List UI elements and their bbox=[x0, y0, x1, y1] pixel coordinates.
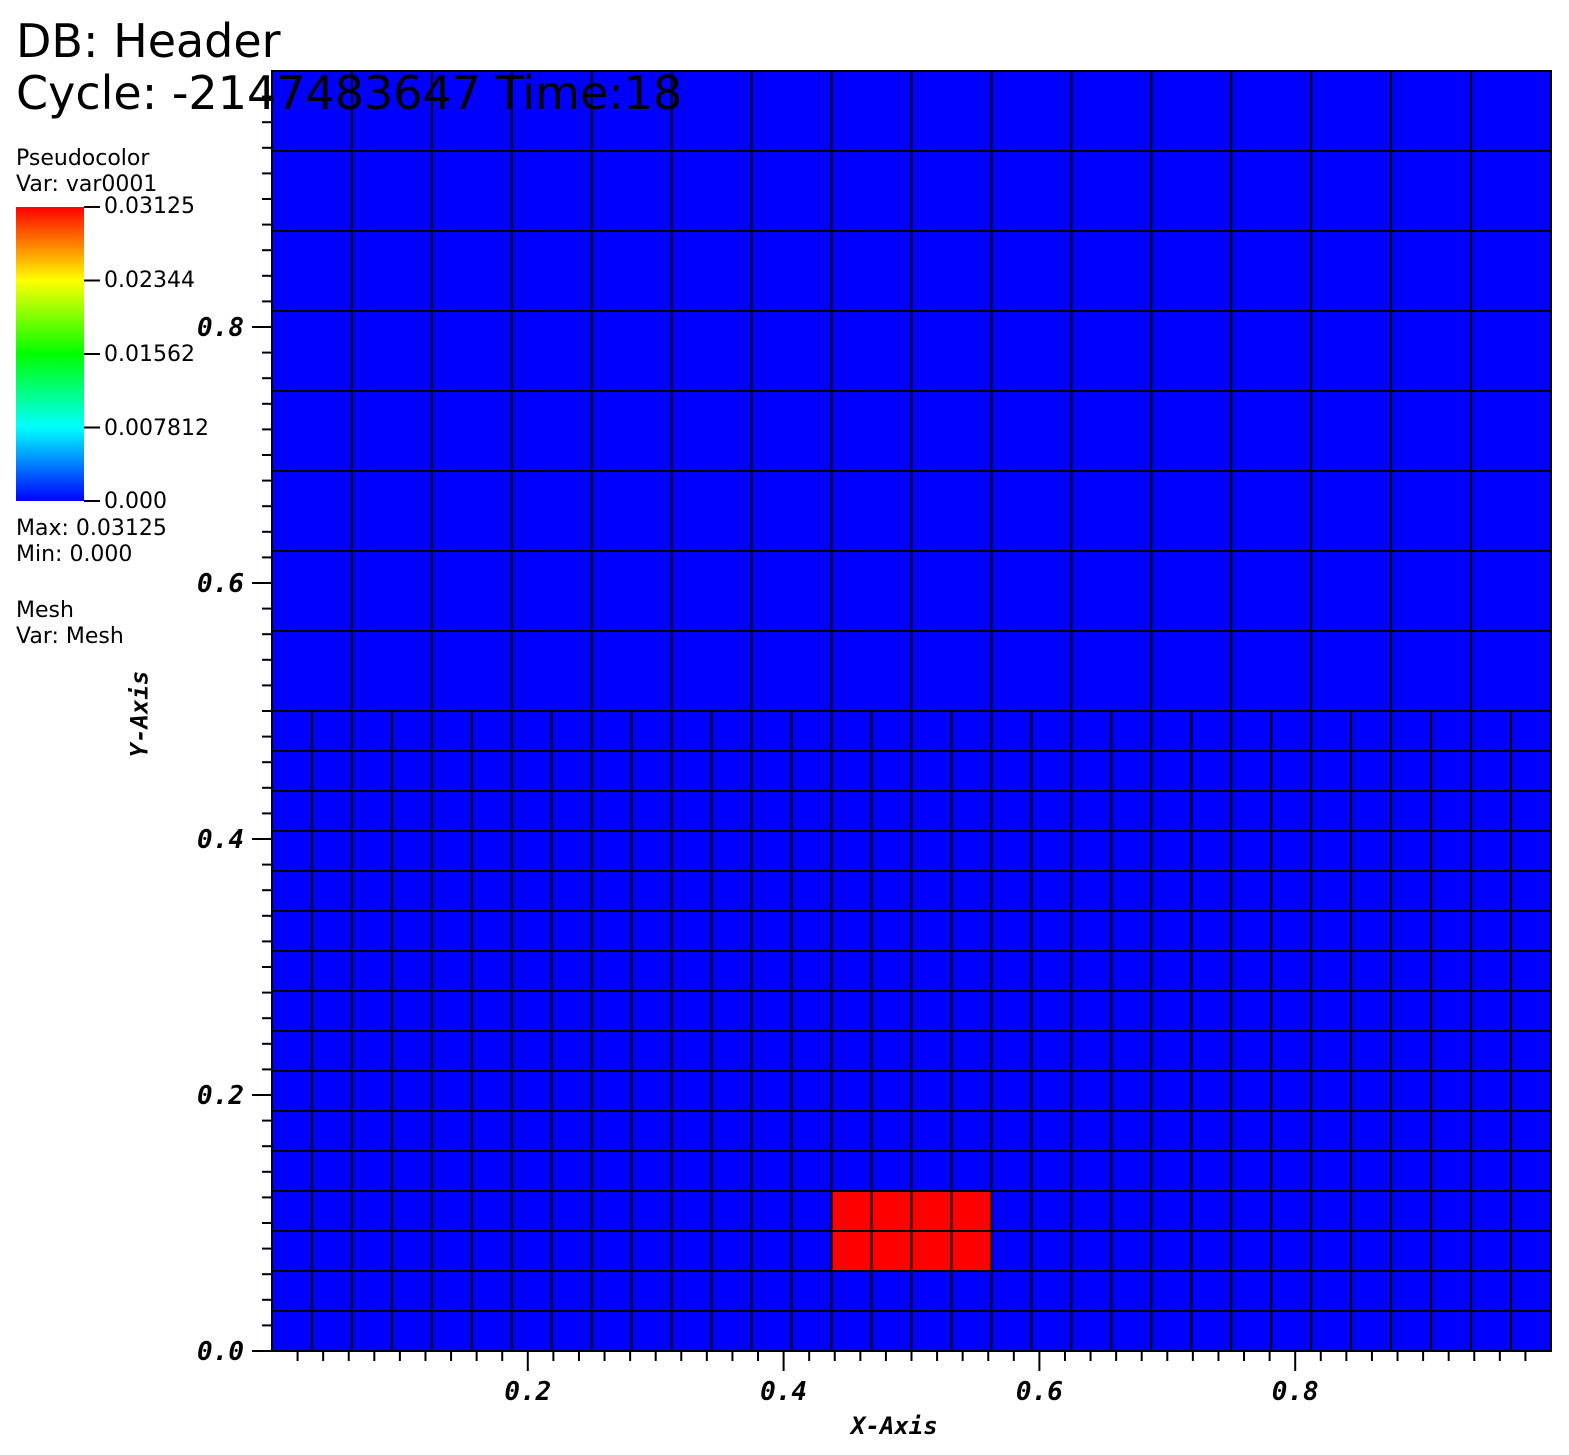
colorbar-label: 0.01562 bbox=[104, 342, 195, 367]
legend-plot2-type: Mesh bbox=[16, 598, 74, 623]
x-tick-label: 0.6 bbox=[1016, 1377, 1063, 1407]
colorbar-label-max: 0.03125 bbox=[104, 194, 195, 219]
x-axis-title: X-Axis bbox=[851, 1412, 938, 1440]
colorbar bbox=[16, 207, 84, 501]
db-title: DB: Header bbox=[16, 14, 281, 68]
legend-max: Max: 0.03125 bbox=[16, 516, 167, 541]
y-tick-label: 0.2 bbox=[197, 1081, 244, 1111]
legend-plot1-type: Pseudocolor bbox=[16, 146, 150, 171]
colorbar-label: 0.02344 bbox=[104, 268, 195, 293]
y-tick-label: 0.8 bbox=[197, 313, 244, 343]
y-tick-label: 0.0 bbox=[197, 1337, 244, 1367]
y-tick-label: 0.4 bbox=[197, 825, 244, 855]
cycle-time-label: Cycle: -2147483647 Time:18 bbox=[16, 66, 683, 120]
colorbar-label: 0.007812 bbox=[104, 416, 209, 441]
x-tick-label: 0.2 bbox=[504, 1377, 551, 1407]
legend-plot2-var: Var: Mesh bbox=[16, 624, 124, 649]
y-tick-label: 0.6 bbox=[197, 569, 244, 599]
x-tick-label: 0.8 bbox=[1272, 1377, 1319, 1407]
x-tick-label: 0.4 bbox=[760, 1377, 807, 1407]
y-axis-title: Y-Axis bbox=[125, 670, 154, 758]
legend-plot1-var: Var: var0001 bbox=[16, 172, 158, 197]
legend-min: Min: 0.000 bbox=[16, 542, 133, 567]
colorbar-label-min: 0.000 bbox=[104, 489, 167, 514]
